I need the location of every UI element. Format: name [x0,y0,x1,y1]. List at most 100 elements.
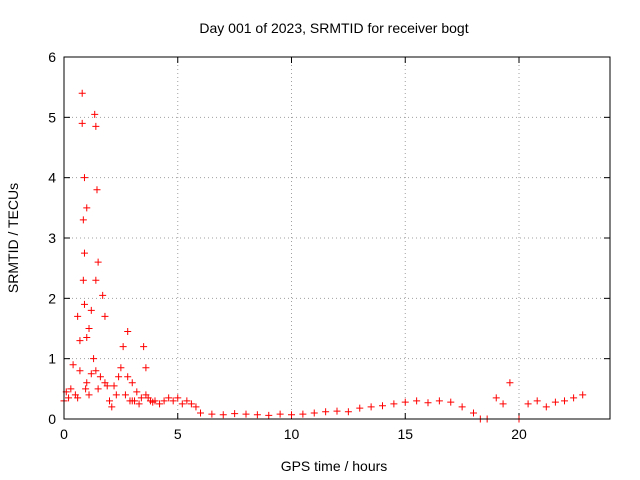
data-point [106,397,113,405]
axis-ticks: 0 5 10 15 20 0 1 2 3 4 5 6 [48,49,610,442]
data-point [208,410,216,418]
data-points [60,89,587,423]
data-point [187,400,195,408]
data-point [124,328,132,336]
y-axis-label: SRMTID / TECUs [5,183,21,293]
data-point [276,410,284,418]
data-point [65,394,73,402]
data-point [151,397,159,405]
data-point [85,391,93,399]
data-point [492,394,500,402]
data-point [91,110,99,118]
data-point [128,379,136,387]
data-point [344,408,352,416]
data-point [542,403,550,411]
x-tick-label: 0 [60,426,68,442]
data-point [117,364,125,372]
data-point [80,249,88,257]
data-point [197,409,204,417]
data-point [310,409,318,417]
data-point [115,373,123,381]
y-tick-label: 0 [48,411,56,427]
data-point [506,379,514,387]
data-point [96,373,104,381]
data-point [499,400,507,408]
data-point [253,411,261,419]
data-point [87,370,95,378]
data-point [85,325,93,332]
data-point [93,186,101,194]
data-point [533,397,541,405]
data-point [80,174,88,182]
chart-title: Day 001 of 2023, SRMTID for receiver bog… [199,20,468,36]
data-point [192,403,200,411]
data-point [401,398,409,406]
plot-frame [63,56,611,420]
data-point [135,400,143,408]
data-point [74,394,82,402]
data-point [242,410,250,418]
data-point [178,400,186,408]
data-point [413,397,421,405]
data-point [447,398,455,406]
data-point [133,388,141,396]
y-tick-label: 2 [48,290,56,306]
data-point [83,204,91,212]
data-point [219,411,227,419]
x-tick-label: 20 [511,426,527,442]
data-point [333,407,341,415]
data-point [69,361,77,369]
data-point [79,216,87,224]
data-point [79,276,87,284]
data-point [160,397,168,405]
data-point [92,367,100,375]
data-point [561,397,568,405]
data-point [265,411,273,419]
data-point [80,300,88,308]
y-tick-label: 6 [48,49,56,65]
data-point [379,402,386,410]
data-point [124,373,132,381]
data-point [142,364,150,372]
data-point [231,410,239,418]
data-point [87,306,95,314]
data-point [119,343,127,351]
data-point [367,403,375,411]
data-point [169,397,177,405]
data-point [524,400,532,408]
y-tick-label: 3 [48,230,56,246]
data-point [435,397,443,405]
data-point [183,397,191,405]
data-point [137,394,145,402]
data-point [424,399,432,407]
data-point [74,312,82,320]
data-point [78,89,86,97]
data-point [174,394,182,402]
data-point [165,394,173,402]
data-point [570,394,578,402]
data-point [99,291,107,299]
x-tick-label: 15 [397,426,413,442]
data-point [94,258,102,266]
data-point [390,400,398,408]
data-point [140,343,148,351]
data-point [83,379,91,387]
data-point [101,312,109,320]
data-point [156,400,164,408]
data-point [112,391,120,399]
data-point [94,385,102,393]
data-point [579,391,587,399]
data-point [299,410,307,418]
data-point [78,119,86,127]
data-point [83,334,91,342]
data-point [288,411,295,419]
data-point [82,385,90,393]
data-point [92,122,100,130]
data-point [458,403,466,411]
data-point [110,382,118,390]
data-point [67,385,75,393]
grid [64,57,610,419]
y-tick-label: 5 [48,109,56,125]
data-point [121,391,129,399]
